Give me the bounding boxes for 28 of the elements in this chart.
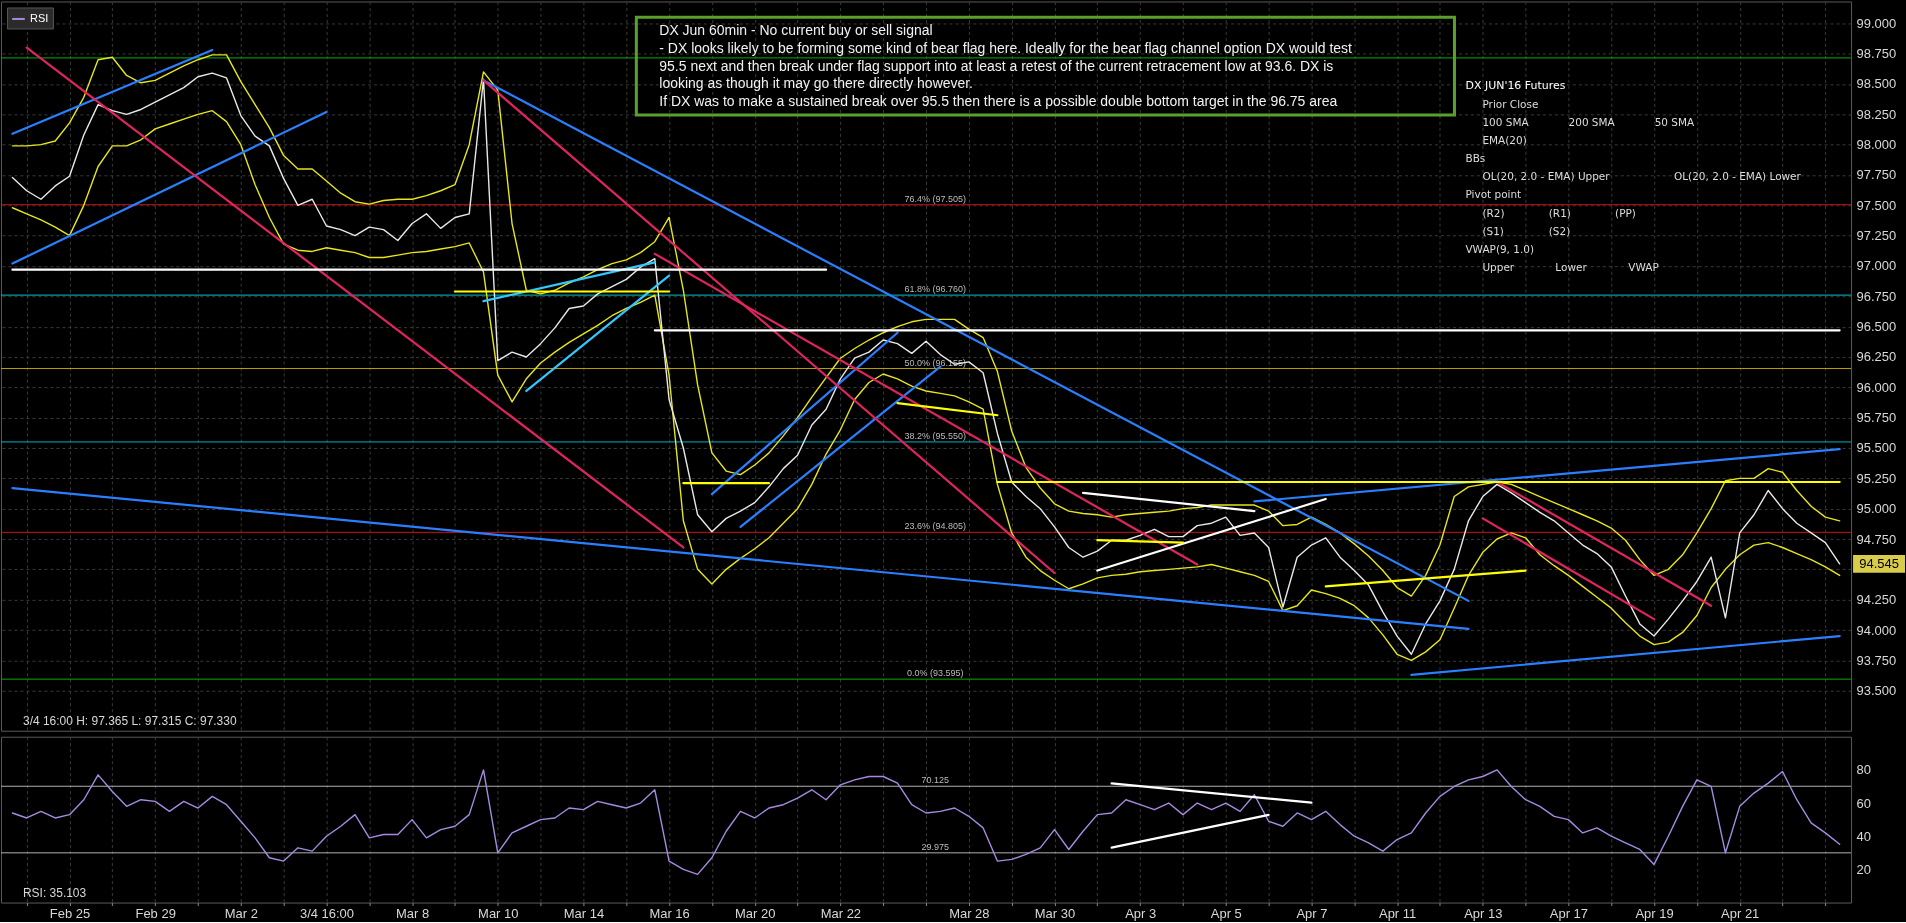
annotation: RSI: 35.103 [22,885,87,900]
y-tick-label: 60 [1856,795,1871,811]
x-tick-label: Mar 10 [478,906,519,922]
x-tick-label: Mar 2 [224,906,258,922]
x-tick-label: Mar 16 [649,906,690,922]
x-tick-label: Mar 22 [820,906,862,922]
x-tick-label: Mar 20 [735,906,776,922]
y-tick-label: 20 [1856,861,1871,877]
x-tick-label: Feb 25 [49,906,91,922]
x-tick-label: Mar 14 [563,906,605,922]
x-tick-label: Apr 11 [1378,906,1417,922]
y-tick-label: 40 [1856,828,1871,844]
x-tick-label: 3/4 16:00 [299,906,355,922]
x-tick-label: Apr 7 [1296,906,1328,922]
x-tick-label: Apr 21 [1721,906,1760,922]
x-tick-label: Apr 17 [1549,906,1589,922]
x-tick-label: Mar 28 [949,906,990,922]
x-tick-label: Feb 29 [135,906,176,922]
x-tick-label: Apr 5 [1210,906,1242,922]
ref-line-label: 29.975 [921,841,950,852]
ref-line-label: 70.125 [921,775,950,786]
x-tick-label: Apr 13 [1464,906,1503,922]
x-tick-label: Apr 19 [1635,906,1674,922]
x-tick-label: Apr 3 [1125,906,1157,922]
x-tick-label: Mar 30 [1034,906,1076,922]
line-series [11,769,1841,876]
x-tick-label: Mar 8 [396,906,430,922]
y-tick-label: 80 [1856,762,1871,778]
